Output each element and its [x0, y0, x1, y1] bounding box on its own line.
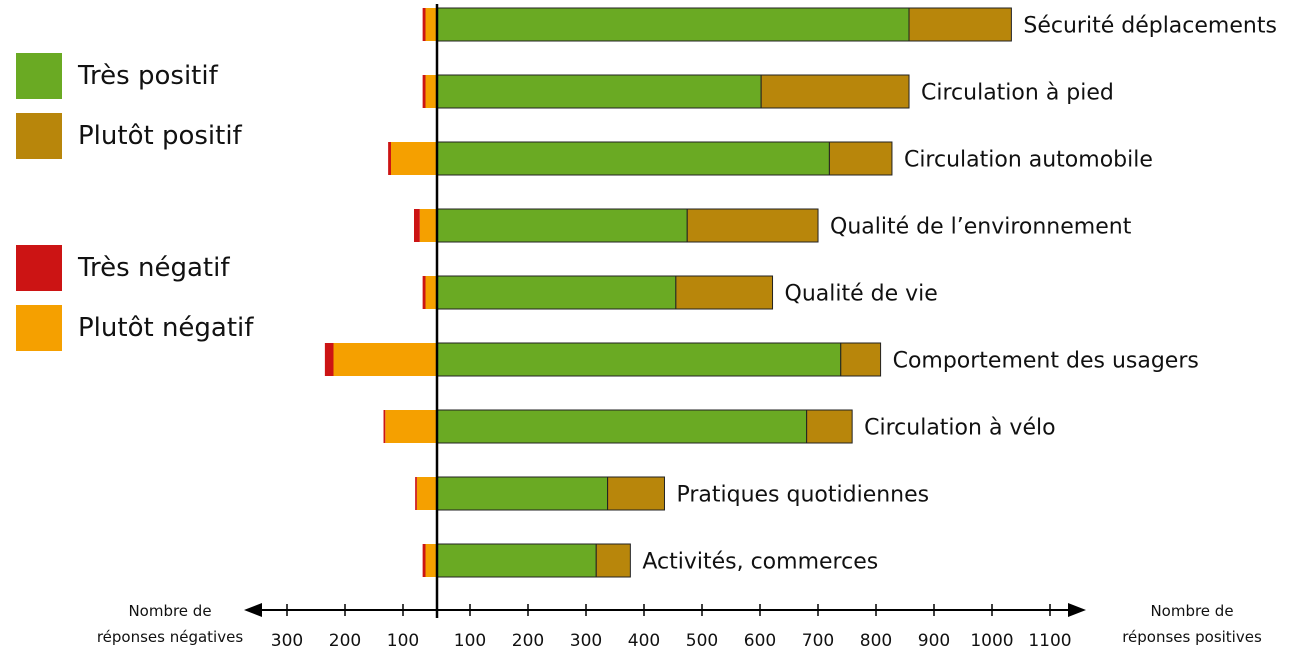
category-label: Activités, commerces	[642, 550, 878, 575]
bar-plutot-positif	[607, 476, 665, 511]
x-label-positive-line1: Nombre de	[1150, 602, 1233, 620]
bar-tres-positif	[436, 342, 842, 377]
category-label: Qualité de vie	[785, 282, 938, 307]
bar-tres-positif	[436, 543, 597, 578]
bar-tres-positif	[436, 476, 609, 511]
legend-swatch	[16, 113, 62, 159]
x-tick-label: 800	[860, 631, 892, 651]
bar-tres-negatif	[422, 75, 426, 108]
bar-plutot-negatif	[425, 276, 437, 309]
legend-swatch	[16, 245, 62, 291]
legend-label: Très positif	[78, 61, 218, 91]
bar-plutot-positif	[806, 409, 853, 444]
bar-plutot-positif	[595, 543, 631, 578]
x-tick-label: 300	[271, 631, 303, 651]
legend-swatch	[16, 305, 62, 351]
x-tick-label: 200	[329, 631, 361, 651]
bar-tres-positif	[436, 275, 677, 310]
category-label: Circulation à pied	[921, 81, 1114, 106]
x-tick-label: 500	[686, 631, 718, 651]
bar-tres-positif	[436, 208, 688, 243]
bar-plutot-negatif	[425, 75, 437, 108]
legend-item: Très positif	[16, 53, 218, 99]
x-tick-label: 200	[512, 631, 544, 651]
x-label-negative-line2: réponses négatives	[97, 628, 244, 646]
bar-tres-positif	[436, 409, 808, 444]
bar-plutot-negatif	[391, 142, 437, 175]
legend-item: Plutôt négatif	[16, 305, 253, 351]
bar-plutot-positif	[828, 141, 893, 176]
x-tick-label: 100	[387, 631, 419, 651]
x-tick-label: 600	[744, 631, 776, 651]
legend-label: Plutôt négatif	[78, 313, 254, 343]
bar-tres-negatif	[415, 477, 417, 510]
legend-item: Très négatif	[16, 245, 229, 291]
bar-tres-negatif	[388, 142, 391, 175]
x-tick-label: 100	[454, 631, 486, 651]
bar-plutot-negatif	[425, 544, 437, 577]
legend-swatch	[16, 53, 62, 99]
category-label: Circulation automobile	[904, 148, 1153, 173]
bar-tres-positif	[436, 7, 910, 42]
x-label-positive-line2: réponses positives	[1122, 628, 1262, 646]
bar-plutot-negatif	[333, 343, 437, 376]
x-tick-label: 400	[628, 631, 660, 651]
bar-plutot-positif	[908, 7, 1012, 42]
bar-plutot-negatif	[416, 477, 437, 510]
category-label: Circulation à vélo	[864, 416, 1055, 441]
left-arrow-icon	[244, 603, 262, 617]
bar-tres-negatif	[422, 8, 426, 41]
legend-label: Plutôt positif	[78, 121, 242, 151]
bar-plutot-positif	[686, 208, 819, 243]
legend-item: Plutôt positif	[16, 113, 242, 159]
bar-plutot-positif	[675, 275, 774, 310]
category-label: Qualité de l’environnement	[830, 215, 1132, 240]
bar-tres-negatif	[422, 276, 426, 309]
bar-tres-negatif	[324, 343, 334, 376]
bar-tres-positif	[436, 141, 830, 176]
bar-tres-negatif	[414, 209, 420, 242]
bar-tres-positif	[436, 74, 762, 109]
x-tick-label: 1000	[970, 631, 1013, 651]
x-label-negative-line1: Nombre de	[128, 602, 211, 620]
bar-plutot-negatif	[425, 8, 437, 41]
legend-label: Très négatif	[78, 253, 230, 283]
bar-tres-negatif	[383, 410, 386, 443]
x-tick-label: 900	[918, 631, 950, 651]
category-label: Sécurité déplacements	[1023, 14, 1277, 39]
bar-plutot-positif	[840, 342, 882, 377]
bar-tres-negatif	[422, 544, 426, 577]
bar-plutot-positif	[760, 74, 910, 109]
category-label: Comportement des usagers	[893, 349, 1199, 374]
right-arrow-icon	[1068, 603, 1086, 617]
x-tick-label: 700	[802, 631, 834, 651]
bar-plutot-negatif	[385, 410, 437, 443]
x-tick-label: 300	[570, 631, 602, 651]
x-tick-label: 1100	[1028, 631, 1071, 651]
bar-plutot-negatif	[419, 209, 437, 242]
category-label: Pratiques quotidiennes	[676, 483, 929, 508]
